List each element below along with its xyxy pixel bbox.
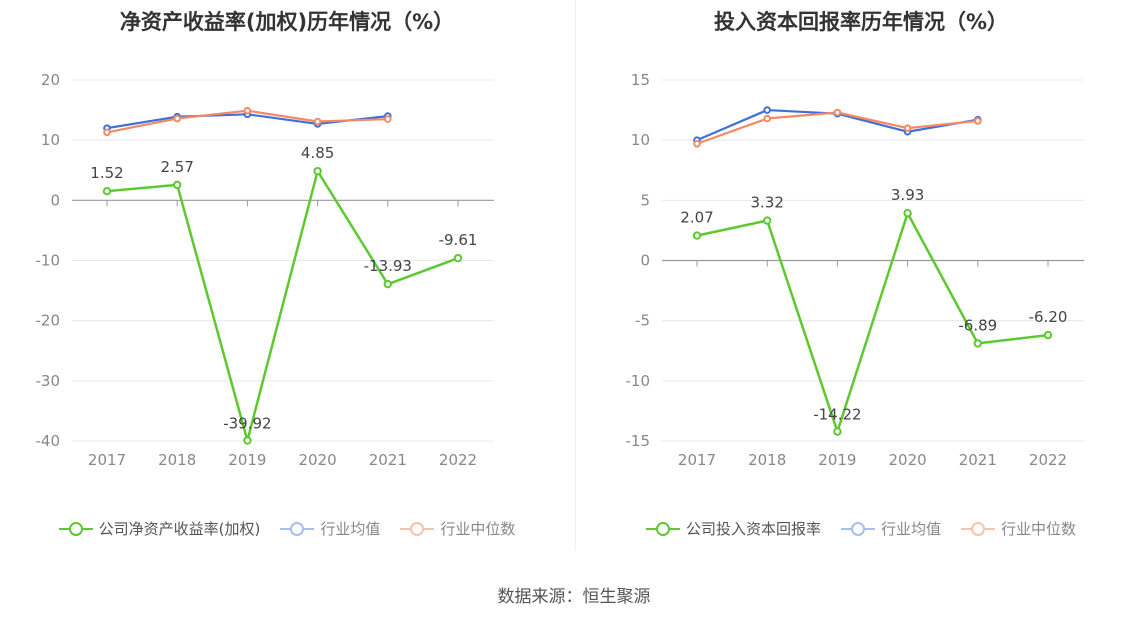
chart-title: 净资产收益率(加权)历年情况（%） (119, 10, 455, 34)
data-point (102, 186, 112, 196)
x-tick-label: 2020 (889, 451, 927, 469)
data-point (833, 108, 842, 117)
legend-label: 行业均值 (320, 520, 381, 538)
data-point (833, 427, 842, 436)
data-point (903, 124, 912, 132)
data-label: -6.89 (958, 316, 997, 334)
chart-legend: 公司投入资本回报率 行业均值 行业中位数 (574, 518, 1148, 539)
y-tick-label: 20 (41, 71, 60, 89)
y-tick-label: 5 (640, 191, 650, 209)
legend-item-company[interactable]: 公司净资产收益率(加权) (58, 518, 261, 539)
data-point (243, 106, 252, 115)
data-point (313, 166, 322, 176)
data-label: -13.93 (364, 257, 412, 275)
data-label: 2.07 (680, 209, 713, 227)
y-tick-label: 0 (640, 252, 650, 270)
data-point (173, 114, 181, 123)
data-point (313, 117, 322, 126)
data-label: 1.52 (90, 164, 123, 182)
legend-label: 公司投入资本回报率 (685, 520, 821, 538)
legend-marker-icon (961, 521, 995, 537)
data-point (453, 253, 463, 263)
y-tick-label: -5 (635, 312, 650, 330)
y-tick-label: -20 (36, 312, 61, 330)
data-label: 4.85 (301, 144, 334, 162)
legend-label: 行业中位数 (1001, 520, 1077, 538)
y-tick-label: -30 (36, 372, 61, 390)
y-tick-label: 0 (50, 191, 60, 209)
data-point (974, 117, 982, 125)
roe-chart-plot: 20 10 0 -10 -20 -30 -40 2017 2018 2019 2020 2021 202… (36, 71, 494, 469)
legend-label: 行业中位数 (440, 520, 516, 538)
data-point (903, 209, 912, 218)
legend-label: 公司净资产收益率(加权) (98, 520, 261, 538)
legend-marker-icon (645, 521, 680, 537)
x-tick-label: 2019 (818, 451, 856, 469)
y-tick-label: 10 (631, 131, 650, 149)
y-tick-label: -40 (36, 432, 61, 450)
legend-marker-icon (58, 521, 93, 537)
chart-legend: 公司净资产收益率(加权) 行业均值 行业中位数 (0, 518, 574, 539)
series-line (106, 169, 459, 442)
legend-item-company[interactable]: 公司投入资本回报率 (645, 518, 821, 539)
data-point (763, 216, 772, 225)
y-tick-label: -15 (626, 432, 651, 450)
y-tick-label: 15 (631, 71, 650, 89)
data-point (243, 436, 252, 445)
x-tick-label: 2019 (228, 451, 266, 469)
roe-chart-panel: 净资产收益率(加权)历年情况（%） 20 10 0 -10 -20 -30 -40 2017 2… (0, 0, 574, 560)
legend-label: 行业均值 (880, 520, 941, 538)
roic-chart-plot: 15 10 5 0 -5 -10 -15 2017 2018 2019 2020 2021 2022 2.… (626, 71, 1084, 469)
legend-item-industry-mean[interactable]: 行业均值 (840, 518, 941, 539)
data-label: 3.32 (750, 194, 783, 212)
data-point (384, 115, 392, 123)
chart-title: 投入资本回报率历年情况（%） (713, 10, 1009, 34)
data-point (973, 339, 982, 348)
data-point (103, 128, 111, 137)
legend-marker-icon (400, 521, 435, 537)
x-tick-label: 2022 (1029, 451, 1067, 469)
data-point (763, 114, 771, 123)
data-label: -6.20 (1029, 308, 1068, 326)
y-tick-label: -10 (36, 252, 61, 270)
data-label: -14.22 (813, 406, 861, 424)
x-tick-label: 2018 (158, 451, 196, 469)
y-tick-label: -10 (626, 372, 651, 390)
x-tick-label: 2021 (369, 451, 407, 469)
data-label: -9.61 (439, 231, 478, 249)
x-tick-label: 2020 (299, 451, 337, 469)
y-tick-label: 10 (41, 131, 60, 149)
panel-divider (575, 0, 576, 550)
x-tick-label: 2018 (748, 451, 786, 469)
roic-chart-panel: 投入资本回报率历年情况（%） 15 10 5 0 -5 -10 -15 2017 2018 201… (574, 0, 1148, 560)
legend-item-industry-mean[interactable]: 行业均值 (280, 518, 380, 539)
data-point (692, 231, 702, 240)
legend-item-industry-median[interactable]: 行业中位数 (400, 518, 515, 539)
data-label: -39.92 (223, 415, 271, 433)
series-line (696, 211, 1049, 433)
data-point (1043, 330, 1053, 340)
data-point (763, 106, 771, 114)
legend-item-industry-median[interactable]: 行业中位数 (961, 518, 1076, 539)
data-point (173, 180, 182, 190)
x-tick-label: 2017 (88, 451, 126, 469)
data-label: 2.57 (160, 158, 193, 176)
data-source-note: 数据来源：恒生聚源 (497, 587, 651, 607)
data-label: 3.93 (891, 186, 924, 204)
data-point (383, 279, 392, 289)
legend-marker-icon (280, 521, 315, 537)
x-tick-label: 2017 (678, 451, 716, 469)
data-point (693, 139, 701, 148)
legend-marker-icon (840, 521, 875, 537)
x-tick-label: 2021 (959, 451, 997, 469)
x-tick-label: 2022 (439, 451, 477, 469)
